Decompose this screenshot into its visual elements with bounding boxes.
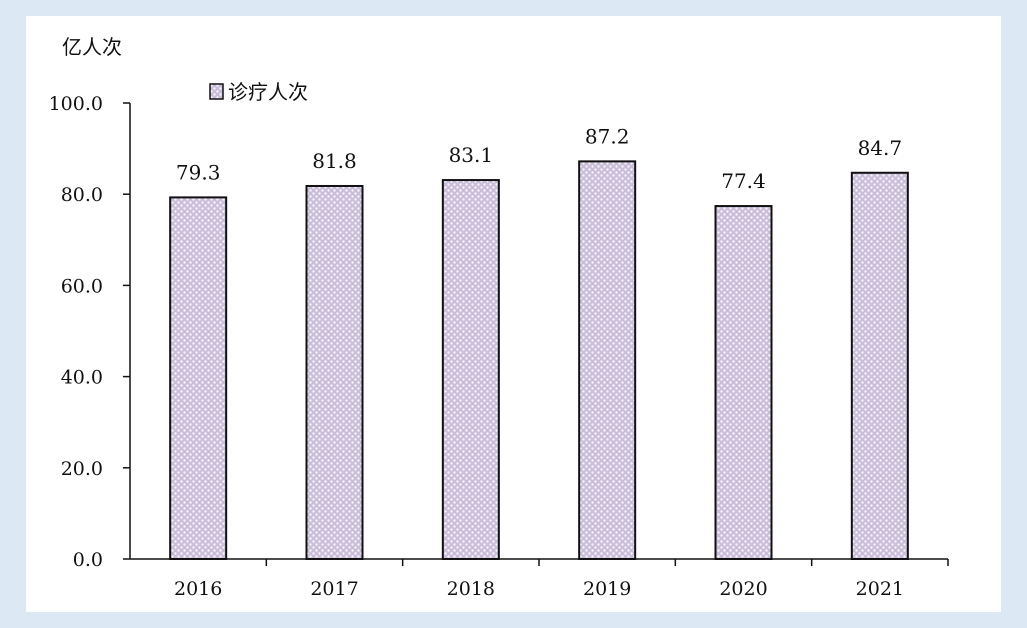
bar-2018 bbox=[441, 179, 500, 560]
data-label-2019: 87.2 bbox=[585, 124, 630, 148]
x-tick-label-2017: 2017 bbox=[310, 578, 358, 600]
x-tick-label-2016: 2016 bbox=[174, 578, 222, 600]
data-label-2017: 81.8 bbox=[312, 149, 357, 173]
data-labels: 79.3 81.8 83.1 87.2 77.4 84.7 bbox=[176, 124, 902, 193]
x-tick-label-2021: 2021 bbox=[856, 578, 904, 600]
bar-2020 bbox=[714, 205, 773, 560]
data-label-2021: 84.7 bbox=[858, 136, 903, 160]
legend-label: 诊疗人次 bbox=[228, 80, 308, 104]
bar-2021 bbox=[850, 171, 909, 560]
y-tick-label: 20.0 bbox=[61, 458, 103, 480]
bars bbox=[169, 160, 909, 560]
y-tick-label: 40.0 bbox=[61, 367, 103, 389]
y-tick-label: 100.0 bbox=[49, 93, 103, 115]
x-tick-label-2019: 2019 bbox=[583, 578, 631, 600]
y-tick-label: 60.0 bbox=[61, 275, 103, 297]
data-label-2018: 83.1 bbox=[449, 143, 494, 167]
data-label-2020: 77.4 bbox=[721, 169, 766, 193]
bar-2017 bbox=[305, 184, 364, 560]
bar-2016 bbox=[169, 196, 228, 560]
legend: 诊疗人次 bbox=[209, 80, 308, 104]
y-unit-label: 亿人次 bbox=[62, 35, 122, 59]
bar-2019 bbox=[578, 160, 637, 560]
legend-swatch bbox=[209, 83, 224, 100]
x-tick-label-2020: 2020 bbox=[719, 578, 767, 600]
x-tick-label-2018: 2018 bbox=[447, 578, 495, 600]
data-label-2016: 79.3 bbox=[176, 160, 221, 184]
y-tick-label: 80.0 bbox=[61, 184, 103, 206]
axes: 0.0 20.0 40.0 60.0 80.0 100.0 2016 2017 2018 2019… bbox=[49, 93, 949, 600]
y-tick-label: 0.0 bbox=[73, 549, 103, 571]
